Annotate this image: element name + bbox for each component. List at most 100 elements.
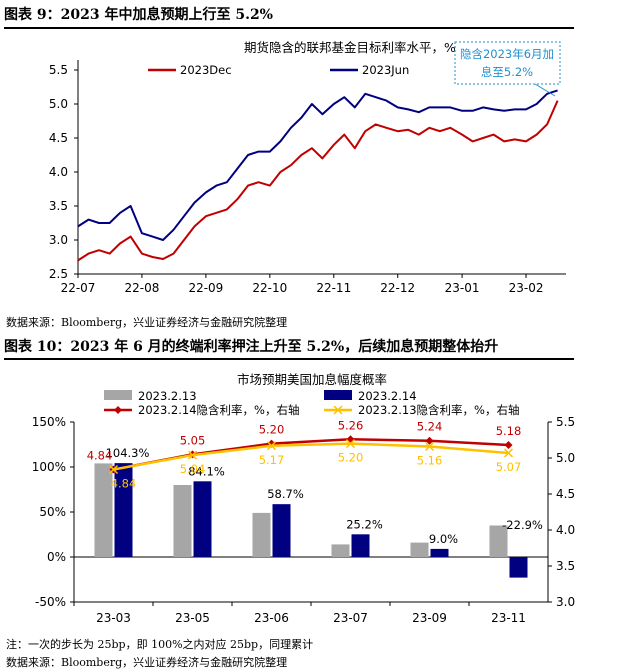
y-tick-label: 4.5	[49, 131, 68, 145]
bar-2023.2.13	[410, 542, 429, 557]
line-value-label: 5.17	[259, 453, 285, 467]
bar-2023.2.13	[94, 463, 113, 557]
series-line-2023jun	[77, 89, 558, 241]
y-right-tick-label: 5.0	[556, 451, 575, 465]
annotation-box	[454, 41, 561, 85]
y-tick-label: 3.5	[49, 199, 68, 213]
x-tick-label: 23-02	[509, 281, 544, 295]
bar-value-label: 9.0%	[429, 532, 458, 546]
line-marker	[187, 450, 198, 460]
annotation-pointer	[534, 83, 556, 97]
legend-swatch-bar	[104, 390, 132, 400]
x-tick-label: 22-11	[316, 281, 351, 295]
y-left-tick-label: 0%	[47, 550, 66, 564]
bar-2023.2.14	[193, 481, 212, 557]
line-value-label: 5.20	[338, 451, 364, 465]
legend-marker	[114, 406, 122, 414]
annotation-line-1: 隐含2023年6月加	[460, 47, 554, 61]
chart-title: 市场预期美国加息幅度概率	[237, 372, 387, 387]
y-tick-label: 5.0	[49, 97, 68, 111]
line-marker	[266, 441, 277, 451]
bar-2023.2.13	[173, 485, 192, 557]
line-series-1	[113, 442, 509, 471]
x-tick-label: 22-10	[252, 281, 287, 295]
x-tick-label: 22-12	[380, 281, 415, 295]
line-value-label: 5.24	[417, 420, 443, 434]
line-value-label: 4.84	[111, 477, 137, 491]
title-rule	[4, 358, 574, 360]
bar-value-label: 58.7%	[267, 487, 304, 501]
figure-9-source: 数据来源：Bloomberg，兴业证券经济与金融研究院整理	[6, 316, 288, 329]
line-marker	[504, 441, 513, 450]
x-tick-label: 22-09	[188, 281, 223, 295]
y-left-tick-label: 150%	[32, 415, 66, 429]
legend-swatch-bar	[324, 390, 352, 400]
line-value-label: 5.05	[180, 433, 206, 447]
line-value-label: 5.16	[417, 453, 443, 467]
rate-expectation-line-chart: 期货隐含的联邦基金目标利率水平，% 2023Dec 2023Jun 2.5 3.0…	[49, 40, 566, 295]
y-left-tick-label: -50%	[35, 595, 66, 609]
x-tick-label: 23-05	[175, 611, 210, 625]
y-tick-label: 5.5	[49, 63, 68, 77]
bar-value-label: 84.1%	[188, 464, 225, 478]
y-left-tick-label: 100%	[32, 460, 66, 474]
line-value-label: 5.07	[496, 460, 522, 474]
hike-probability-chart: 市场预期美国加息幅度概率 2023.2.13 2023.2.14 2023.2.14…	[32, 372, 575, 625]
line-marker	[267, 439, 276, 448]
line-value-label: 5.18	[496, 424, 522, 438]
annotation-callout: 隐含2023年6月加 息至5.2%	[454, 41, 561, 97]
y-right-tick-label: 4.0	[556, 523, 575, 537]
x-tick-label: 23-09	[412, 611, 447, 625]
y-tick-label: 3.0	[49, 233, 68, 247]
figure-10-title: 图表 10：2023 年 6 月的终端利率押注上升至 5.2%，后续加息预期整体…	[4, 339, 499, 355]
line-marker	[346, 435, 355, 444]
plot-area: 2.5 3.0 3.5 4.0 4.5 5.0 5.5 22-07 22-08 22-09 22-1…	[49, 60, 566, 295]
y-left-tick-label: 50%	[39, 505, 66, 519]
legend-label: 2023.2.13	[138, 389, 197, 403]
x-tick-label: 23-01	[445, 281, 480, 295]
line-value-label: 5.20	[259, 423, 285, 437]
figure-9-title: 图表 9：2023 年中加息预期上行至 5.2%	[4, 7, 273, 23]
line-marker	[345, 439, 356, 449]
x-tick-label: 23-03	[96, 611, 131, 625]
figure-10-note: 注：一次的步长为 25bp，即 100%之内对应 25bp，同理累计	[6, 638, 314, 651]
legend-label-2023dec: 2023Dec	[180, 63, 232, 77]
legend-label: 2023.2.14	[358, 389, 417, 403]
legend-label-2023jun: 2023Jun	[362, 63, 409, 77]
bar-2023.2.14	[114, 463, 133, 557]
title-rule	[4, 27, 574, 29]
line-value-label: 5.04	[180, 462, 206, 476]
legend-label: 2023.2.13隐含利率，%，右轴	[358, 403, 519, 417]
line-marker	[424, 441, 435, 452]
figure-10-source: 数据来源：Bloomberg，兴业证券经济与金融研究院整理	[6, 656, 288, 669]
legend: 2023.2.13 2023.2.14 2023.2.14隐含利率，%，右轴 2023…	[104, 389, 519, 417]
x-tick-label: 23-11	[491, 611, 526, 625]
line-value-label: 5.26	[338, 418, 364, 432]
x-tick-label: 23-06	[254, 611, 289, 625]
line-value-label: 4.84	[87, 449, 113, 463]
y-right-tick-label: 3.0	[556, 595, 575, 609]
y-right-tick-label: 3.5	[556, 559, 575, 573]
legend: 2023Dec 2023Jun	[148, 63, 409, 77]
bar-2023.2.14	[509, 557, 528, 578]
bar-2023.2.14	[351, 534, 370, 557]
y-tick-label: 2.5	[49, 267, 68, 281]
chart-title: 期货隐含的联邦基金目标利率水平，%	[244, 40, 456, 55]
bar-2023.2.13	[331, 544, 350, 557]
bar-2023.2.13	[252, 512, 271, 557]
bar-2023.2.13	[489, 525, 508, 557]
bar-value-label: 25.2%	[346, 517, 383, 531]
line-marker	[108, 464, 119, 475]
x-tick-label: 23-07	[333, 611, 368, 625]
plot-area: -50% 0% 50% 100% 150% 3.0 3.5 4.0 4.5 5.0 5.5 23-03…	[32, 415, 575, 625]
line-marker	[503, 448, 514, 458]
y-tick-label: 4.0	[49, 165, 68, 179]
legend-label: 2023.2.14隐含利率，%，右轴	[138, 403, 299, 417]
x-tick-label: 22-07	[61, 281, 96, 295]
line-marker	[425, 436, 434, 445]
bar-value-label: -22.9%	[502, 518, 543, 532]
x-tick-label: 22-08	[125, 281, 160, 295]
y-right-tick-label: 4.5	[556, 487, 575, 501]
annotation-line-2: 息至5.2%	[481, 65, 533, 79]
legend-marker	[333, 405, 343, 415]
